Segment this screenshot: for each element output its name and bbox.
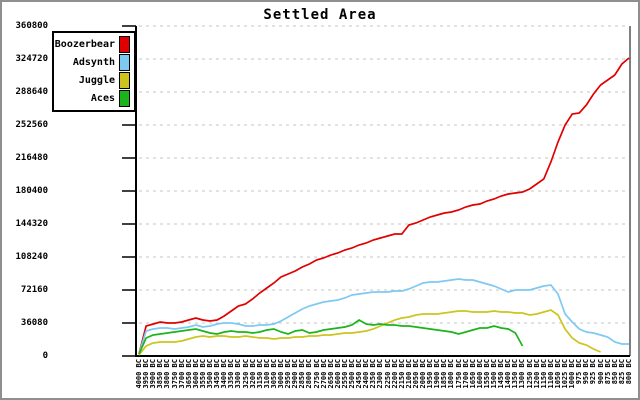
legend-item-boozerbear: Boozerbear [54, 35, 130, 53]
y-axis-tick-label: 36080 [20, 318, 48, 328]
chart-title: Settled Area [263, 7, 377, 23]
series-line-adsynth [138, 278, 629, 355]
legend-swatch [119, 53, 130, 71]
legend-label: Adsynth [72, 56, 115, 68]
y-axis-tick-label: 324720 [15, 54, 48, 64]
legend-swatch [119, 72, 130, 90]
legend-label: Juggle [78, 75, 115, 87]
series-line-juggle [138, 309, 601, 356]
y-axis-tick-label: 0 [42, 351, 48, 361]
legend-swatch [119, 90, 130, 108]
series-line-aces [138, 318, 524, 355]
legend-label: Boozerbear [54, 38, 115, 50]
legend-swatch [119, 35, 130, 53]
legend-label: Aces [90, 93, 115, 105]
y-axis-tick-label: 108240 [15, 252, 48, 262]
legend-item-juggle: Juggle [58, 72, 130, 90]
y-axis-tick-label: 180400 [15, 186, 48, 196]
y-axis-tick-label: 72160 [20, 285, 48, 295]
y-axis-tick-label: 288640 [15, 87, 48, 97]
legend-item-aces: Aces [58, 90, 130, 108]
y-axis-tick-label: 144320 [15, 219, 48, 229]
legend: Boozerbear Adsynth Juggle Aces [52, 31, 136, 112]
y-axis-tick-label: 360800 [15, 21, 48, 31]
series-line-boozerbear [138, 57, 630, 355]
x-axis-tick-label: 800 BC [625, 359, 633, 385]
legend-item-adsynth: Adsynth [58, 53, 130, 71]
y-axis-tick-label: 216480 [15, 153, 48, 163]
y-axis-tick-label: 252560 [15, 120, 48, 130]
